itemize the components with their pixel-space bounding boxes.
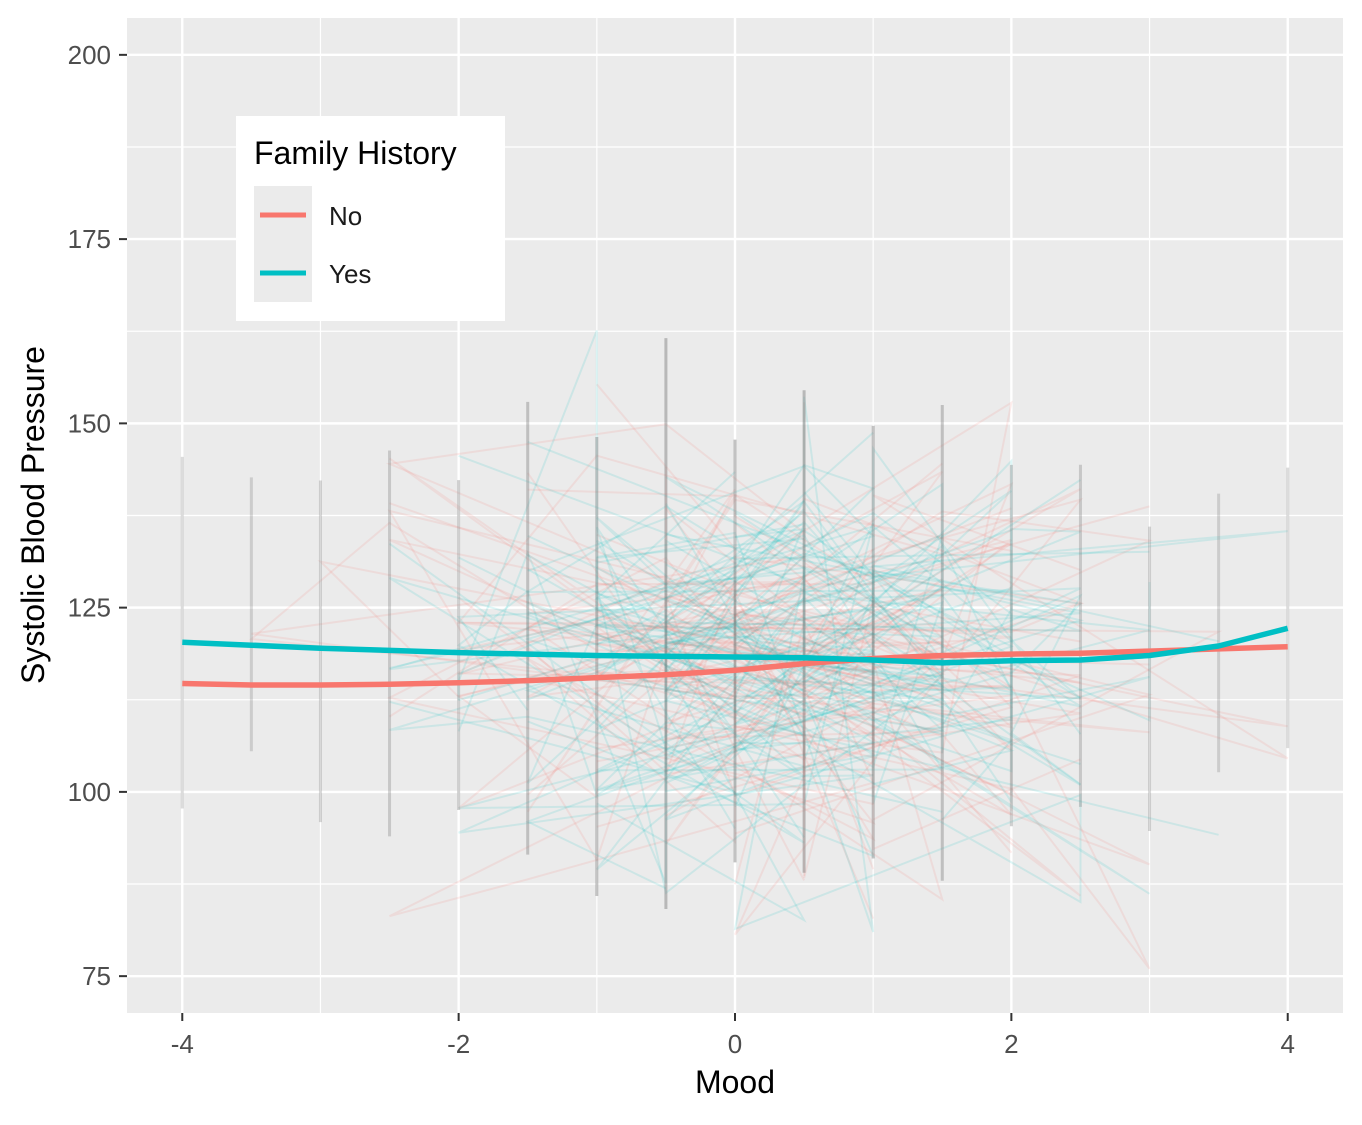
y-tick-label: 100: [68, 777, 111, 807]
y-tick-label: 150: [68, 408, 111, 438]
y-tick-label: 200: [68, 40, 111, 70]
x-tick-label: -2: [447, 1029, 470, 1059]
x-tick-label: -4: [171, 1029, 194, 1059]
legend-title: Family History: [254, 135, 457, 171]
x-tick-label: 0: [728, 1029, 742, 1059]
legend: Family History No Yes: [236, 116, 505, 321]
legend-label-no: No: [329, 201, 362, 231]
x-tick-label: 4: [1280, 1029, 1294, 1059]
x-axis-title: Mood: [695, 1064, 775, 1100]
legend-label-yes: Yes: [329, 259, 371, 289]
y-tick-label: 125: [68, 593, 111, 623]
y-tick-label: 75: [82, 961, 111, 991]
x-tick-label: 2: [1004, 1029, 1018, 1059]
y-tick-label: 175: [68, 224, 111, 254]
y-axis-title: Systolic Blood Pressure: [15, 346, 51, 684]
